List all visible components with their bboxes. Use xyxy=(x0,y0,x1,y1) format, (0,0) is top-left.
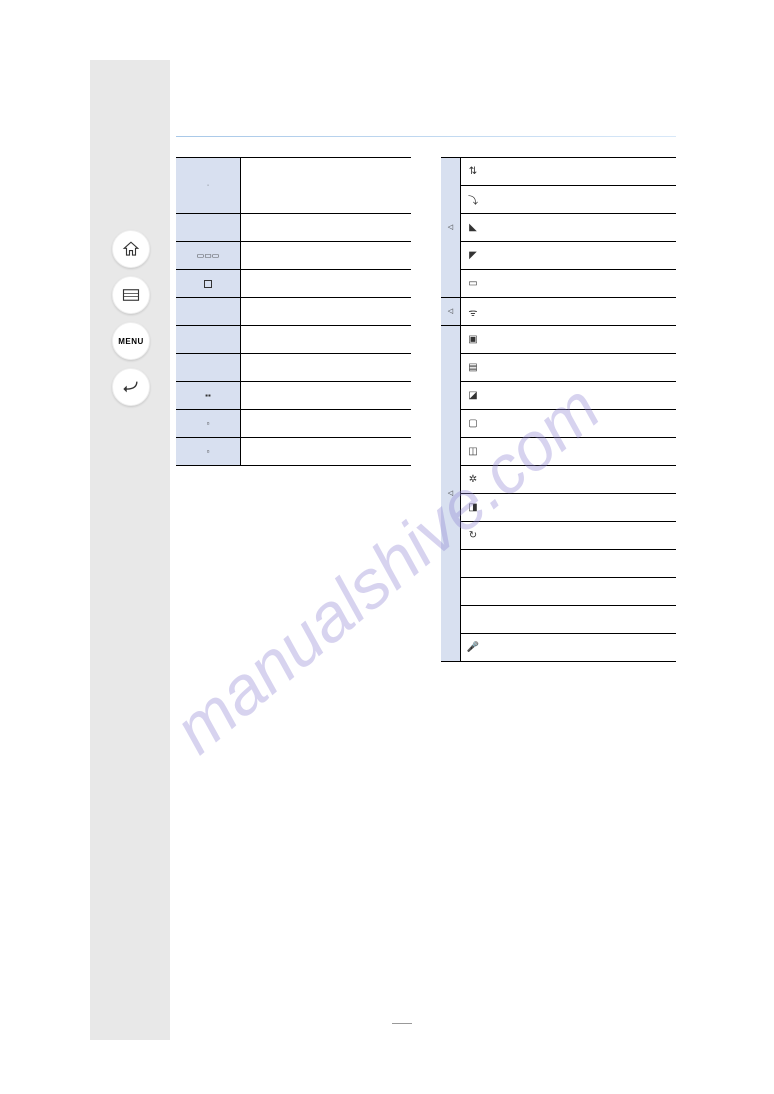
row-icon: ◤ xyxy=(461,242,485,269)
category-cell: ◁ xyxy=(441,298,461,326)
table-row: ◪ xyxy=(441,382,676,410)
category-cell: · xyxy=(176,158,241,213)
table-row: ▢ xyxy=(441,410,676,438)
table-row: ◁ᯤ xyxy=(441,298,676,326)
nav-button-group: MENU xyxy=(112,230,152,414)
content-area: · ▭▭▭ xyxy=(176,130,676,662)
category-cell: ▫ xyxy=(176,438,241,465)
table-row: ◁▣ xyxy=(441,326,676,354)
row-icon xyxy=(461,578,485,605)
row-icon: ▢ xyxy=(461,410,485,437)
square-icon xyxy=(204,280,212,288)
table-row: ◨ xyxy=(441,494,676,522)
table-row: ▪▪ xyxy=(176,382,411,410)
category-cell: ▭▭▭ xyxy=(176,242,241,269)
row-icon: ▤ xyxy=(461,354,485,381)
category-cell: ◁ xyxy=(441,326,461,662)
sidebar-background xyxy=(90,60,170,1040)
stack-icon: ▫ xyxy=(206,419,211,428)
list-button[interactable] xyxy=(112,276,150,314)
category-cell: ▪▪ xyxy=(176,382,241,409)
title-rule xyxy=(176,136,676,137)
wb-icon: ▭▭▭ xyxy=(196,251,221,260)
row-icon xyxy=(461,606,485,633)
row-icon: ◫ xyxy=(461,438,485,465)
category-cell: ◁ xyxy=(441,158,461,298)
table-row: ▫ xyxy=(176,438,411,466)
table-row: 🎤 xyxy=(441,634,676,662)
right-column: ◁⇅⤵◣◤▭◁ᯤ◁▣▤◪▢◫✲◨↻🎤 xyxy=(441,157,676,662)
home-button[interactable] xyxy=(112,230,150,268)
left-column: · ▭▭▭ xyxy=(176,157,411,662)
menu-button[interactable]: MENU xyxy=(112,322,150,360)
table-row: · xyxy=(176,158,411,214)
menu-label: MENU xyxy=(118,337,144,346)
list-icon xyxy=(122,288,140,302)
table-row xyxy=(176,298,411,326)
row-icon: ⇅ xyxy=(461,158,485,185)
category-cell xyxy=(176,354,241,381)
table-row: ◤ xyxy=(441,242,676,270)
category-cell: ▫ xyxy=(176,410,241,437)
table-row: ⤵ xyxy=(441,186,676,214)
stack-icon: ▫ xyxy=(206,447,211,456)
table-row xyxy=(176,214,411,242)
dual-icon: ▪▪ xyxy=(204,391,212,400)
category-cell xyxy=(176,298,241,325)
right-table: ◁⇅⤵◣◤▭◁ᯤ◁▣▤◪▢◫✲◨↻🎤 xyxy=(441,157,676,662)
row-icon: ▭ xyxy=(461,270,485,297)
home-icon xyxy=(122,240,140,258)
row-icon: ⤵ xyxy=(461,186,485,213)
row-icon: 🎤 xyxy=(461,634,485,661)
row-icon: ◣ xyxy=(461,214,485,241)
table-row: ✲ xyxy=(441,466,676,494)
table-row: ▭ xyxy=(441,270,676,298)
row-icon: ◨ xyxy=(461,494,485,521)
page-number xyxy=(392,1021,412,1024)
table-row xyxy=(176,326,411,354)
category-cell xyxy=(176,270,241,297)
table-row: ◫ xyxy=(441,438,676,466)
table-row: ▫ xyxy=(176,410,411,438)
row-icon: ◪ xyxy=(461,382,485,409)
row-icon xyxy=(461,550,485,577)
back-button[interactable] xyxy=(112,368,150,406)
row-icon: ↻ xyxy=(461,522,485,549)
table-row xyxy=(441,606,676,634)
table-columns: · ▭▭▭ xyxy=(176,157,676,662)
row-icon: ▣ xyxy=(461,326,485,353)
table-row: ◣ xyxy=(441,214,676,242)
table-row xyxy=(441,550,676,578)
row-icon: ✲ xyxy=(461,466,485,493)
category-cell xyxy=(176,214,241,241)
table-row: ▤ xyxy=(441,354,676,382)
table-row: ◁⇅ xyxy=(441,158,676,186)
category-cell xyxy=(176,326,241,353)
row-icon: ᯤ xyxy=(461,298,485,325)
left-table: · ▭▭▭ xyxy=(176,157,411,466)
back-icon xyxy=(122,380,140,394)
table-row: ▭▭▭ xyxy=(176,242,411,270)
table-row xyxy=(441,578,676,606)
table-row xyxy=(176,354,411,382)
table-row xyxy=(176,270,411,298)
table-row: ↻ xyxy=(441,522,676,550)
